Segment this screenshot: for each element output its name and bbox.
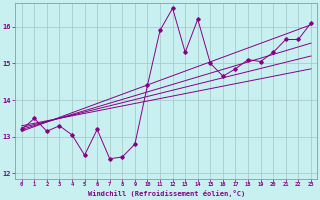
X-axis label: Windchill (Refroidissement éolien,°C): Windchill (Refroidissement éolien,°C) — [88, 190, 245, 197]
